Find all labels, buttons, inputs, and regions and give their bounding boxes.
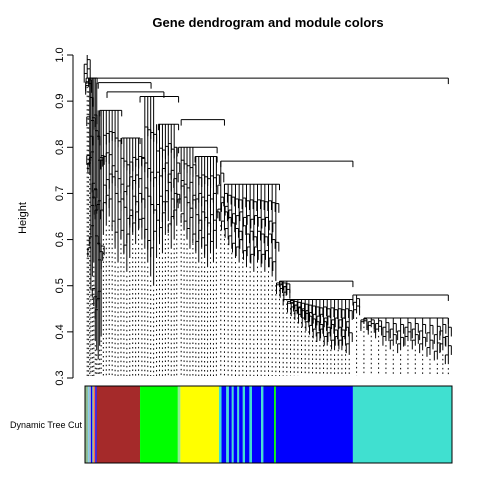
module-color-segment [245, 386, 250, 463]
module-color-segment [87, 386, 90, 463]
module-color-segment [85, 386, 88, 463]
module-color-segment [228, 386, 232, 463]
color-bar-border [84, 385, 453, 464]
module-color-segment [263, 386, 275, 463]
y-axis: 0.3 0.4 0.5 0.6 0.7 0.8 0.9 1.0 [54, 47, 74, 386]
y-tick-label: 0.3 [54, 370, 66, 385]
module-color-segment [140, 386, 178, 463]
module-color-segment [95, 386, 97, 463]
leaf-drop-lines [86, 82, 449, 376]
y-tick-label: 0.7 [54, 186, 66, 201]
color-bar-label: Dynamic Tree Cut [10, 420, 83, 430]
module-color-segment [239, 386, 243, 463]
module-color-segment [221, 386, 227, 463]
module-color-segment [180, 386, 219, 463]
module-color-segment [242, 386, 246, 463]
module-color-segment [96, 386, 141, 463]
module-color-segment [237, 386, 240, 463]
module-color-segment [90, 386, 93, 463]
y-tick-label: 0.4 [54, 324, 66, 339]
y-tick-label: 0.6 [54, 232, 66, 247]
module-color-segment [89, 386, 91, 463]
y-axis-label: Height [17, 202, 29, 234]
module-color-segment [218, 386, 222, 463]
module-color-segment [93, 386, 96, 463]
module-color-segment [92, 386, 94, 463]
module-color-segment [233, 386, 238, 463]
module-color-segment [352, 386, 452, 463]
y-tick-label: 0.5 [54, 278, 66, 293]
module-color-segment [275, 386, 353, 463]
module-color-segment [226, 386, 229, 463]
module-color-bar [84, 385, 453, 464]
y-tick-label: 0.8 [54, 140, 66, 155]
module-color-segment [249, 386, 252, 463]
dendrogram-tree [83, 55, 452, 365]
module-color-segment [251, 386, 262, 463]
y-tick-label: 0.9 [54, 93, 66, 108]
module-color-segment [274, 386, 276, 463]
y-tick-label: 1.0 [54, 47, 66, 62]
module-color-segment [261, 386, 264, 463]
chart-title: Gene dendrogram and module colors [152, 15, 383, 30]
module-color-segment [231, 386, 234, 463]
module-color-segment [177, 386, 181, 463]
